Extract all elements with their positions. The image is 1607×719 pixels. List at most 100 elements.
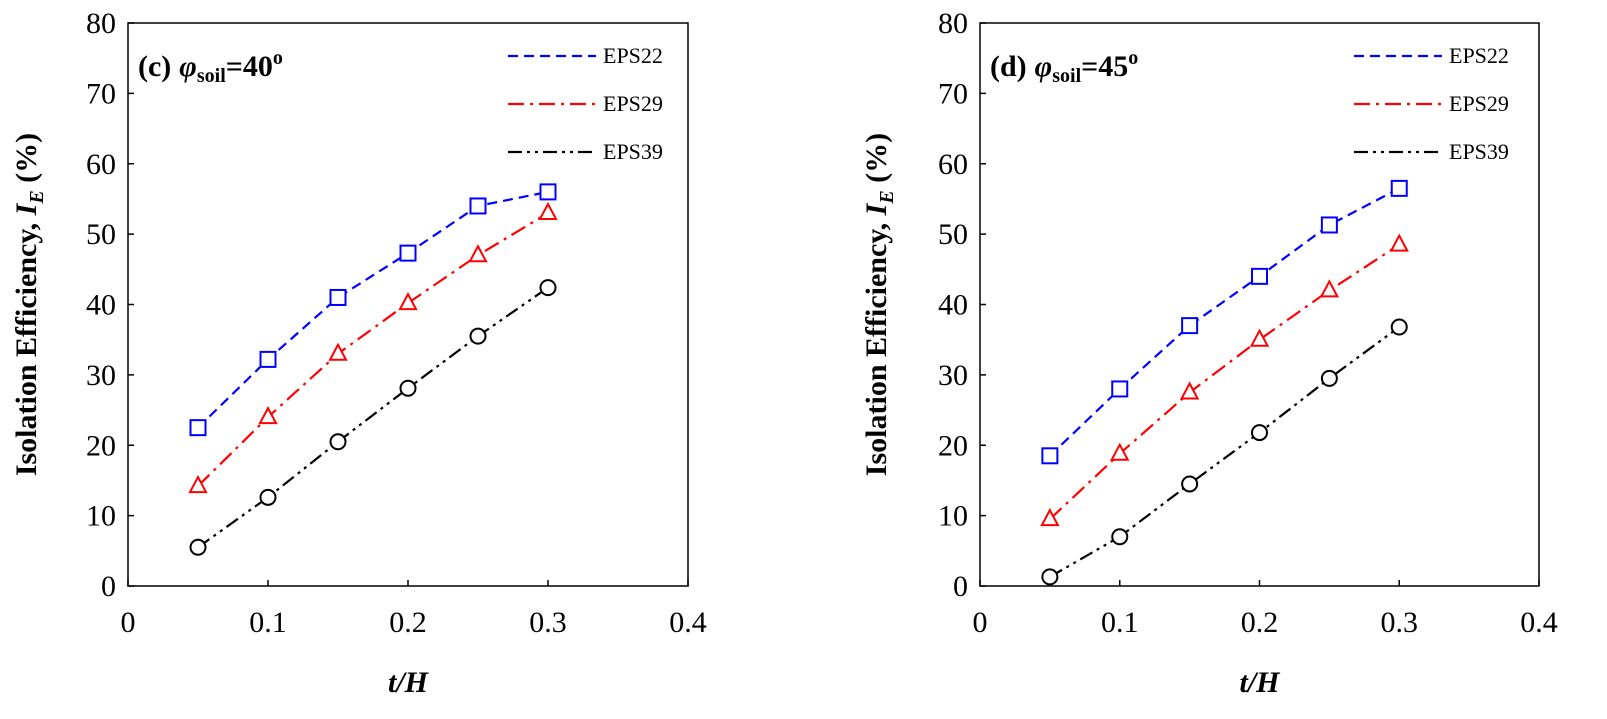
y-tick-label: 50 bbox=[86, 218, 116, 251]
x-tick-label: 0.1 bbox=[249, 606, 287, 639]
panel-label-letter: (c) bbox=[138, 50, 171, 83]
data-point-triangle bbox=[398, 291, 418, 311]
panel-label-superscript: o bbox=[273, 47, 283, 69]
y-axis-title-main: Isolation Efficiency, bbox=[860, 215, 893, 476]
data-point-triangle bbox=[1179, 381, 1200, 400]
series-eps39 bbox=[189, 279, 557, 556]
series-line bbox=[1049, 326, 1400, 578]
series-line bbox=[197, 190, 549, 429]
y-tick-label: 10 bbox=[938, 500, 968, 533]
series-line bbox=[197, 286, 549, 549]
data-point-square bbox=[1390, 179, 1408, 197]
data-point-triangle bbox=[1249, 328, 1270, 347]
legend-label-eps29: EPS29 bbox=[1449, 91, 1509, 116]
panel-label: (c) φsoil=40o bbox=[138, 47, 283, 87]
series-line bbox=[1049, 243, 1400, 520]
data-point-square bbox=[399, 244, 417, 262]
data-point-triangle bbox=[1319, 279, 1340, 298]
data-point-circle bbox=[189, 538, 207, 556]
panel-label-superscript: o bbox=[1128, 47, 1138, 69]
x-axis-title: t/H bbox=[388, 666, 430, 699]
y-tick-label: 70 bbox=[938, 77, 968, 110]
data-point-triangle bbox=[1110, 442, 1130, 461]
x-tick-label: 0.4 bbox=[1520, 606, 1558, 639]
y-tick-label: 80 bbox=[86, 7, 116, 40]
data-point-square bbox=[469, 197, 487, 215]
data-point-triangle bbox=[1389, 233, 1409, 252]
data-point-square bbox=[329, 288, 347, 306]
y-tick-label: 80 bbox=[938, 7, 968, 40]
x-tick-label: 0.1 bbox=[1101, 606, 1139, 639]
data-point-square bbox=[1041, 447, 1059, 465]
y-axis-title-variable: I bbox=[10, 202, 43, 216]
x-tick-label: 0.3 bbox=[1381, 606, 1419, 639]
data-point-circle bbox=[399, 379, 417, 397]
x-axis-title: t/H bbox=[1239, 666, 1281, 699]
y-axis-title: Isolation Efficiency, IE (%) bbox=[860, 133, 898, 476]
data-point-square bbox=[259, 350, 277, 368]
panel-label-subscript: soil bbox=[197, 65, 226, 87]
data-point-triangle bbox=[538, 201, 558, 221]
x-tick-label: 0.2 bbox=[389, 606, 427, 639]
data-point-square bbox=[1111, 380, 1129, 398]
data-point-circle bbox=[1390, 318, 1408, 336]
y-tick-label: 30 bbox=[86, 359, 116, 392]
data-point-triangle bbox=[258, 405, 278, 425]
y-tick-label: 40 bbox=[938, 289, 968, 322]
panel-label-symbol: φ bbox=[1035, 50, 1053, 83]
y-axis-title: Isolation Efficiency, IE (%) bbox=[10, 133, 48, 476]
data-point-circle bbox=[469, 327, 487, 345]
panel-label-subscript: soil bbox=[1052, 65, 1081, 87]
y-tick-label: 10 bbox=[86, 500, 116, 533]
data-point-square bbox=[1181, 317, 1199, 335]
series-line bbox=[1049, 187, 1400, 457]
data-point-triangle bbox=[188, 474, 208, 494]
y-axis-title-main: Isolation Efficiency, bbox=[10, 215, 43, 476]
data-point-circle bbox=[329, 433, 347, 451]
panel-label: (d) φsoil=45o bbox=[990, 47, 1138, 87]
data-point-triangle bbox=[468, 244, 488, 263]
y-tick-label: 60 bbox=[938, 148, 968, 181]
x-tick-label: 0 bbox=[973, 606, 988, 639]
series-eps22 bbox=[1041, 179, 1408, 465]
x-tick-label: 0.4 bbox=[669, 606, 707, 639]
series-eps29 bbox=[1040, 233, 1409, 527]
legend-label-eps22: EPS22 bbox=[603, 43, 663, 68]
chart-panel-c: 0 0.1 0.2 0.3 0.4 0 10 20 30 40 50 60 70 80 t/H Isolati… bbox=[10, 7, 707, 699]
legend-label-eps22: EPS22 bbox=[1449, 43, 1509, 68]
data-point-circle bbox=[259, 488, 277, 506]
data-point-square bbox=[1251, 267, 1268, 285]
y-tick-label: 60 bbox=[86, 148, 116, 181]
y-tick-label: 30 bbox=[938, 359, 968, 392]
y-axis-title-variable: I bbox=[860, 202, 893, 216]
y-tick-label: 40 bbox=[86, 289, 116, 322]
x-tick-label: 0 bbox=[121, 606, 136, 639]
data-point-circle bbox=[1041, 568, 1059, 586]
data-point-circle bbox=[1251, 424, 1268, 442]
data-point-circle bbox=[1320, 369, 1338, 387]
data-point-square bbox=[539, 183, 557, 201]
legend-label-eps29: EPS29 bbox=[603, 91, 663, 116]
y-axis-title-subscript: E bbox=[26, 190, 48, 204]
series-eps29 bbox=[188, 201, 558, 494]
data-point-circle bbox=[1181, 475, 1199, 493]
data-point-triangle bbox=[328, 342, 348, 361]
data-point-triangle bbox=[1040, 508, 1060, 527]
y-axis-title-unit: (%) bbox=[860, 133, 893, 190]
y-tick-label: 0 bbox=[101, 570, 116, 603]
panel-label-symbol: φ bbox=[179, 50, 197, 83]
y-tick-label: 50 bbox=[938, 218, 968, 251]
data-point-square bbox=[1320, 216, 1338, 234]
data-point-circle bbox=[539, 279, 557, 297]
panel-label-value: =45 bbox=[1081, 50, 1128, 83]
panel-label-letter: (d) bbox=[990, 50, 1027, 83]
x-tick-label: 0.2 bbox=[1241, 606, 1279, 639]
data-point-circle bbox=[1111, 528, 1129, 546]
y-axis-title-unit: (%) bbox=[10, 133, 43, 190]
y-tick-label: 20 bbox=[938, 429, 968, 462]
legend-label-eps39: EPS39 bbox=[1449, 139, 1509, 164]
panel-label-value: =40 bbox=[226, 50, 273, 83]
series-eps39 bbox=[1041, 318, 1408, 586]
